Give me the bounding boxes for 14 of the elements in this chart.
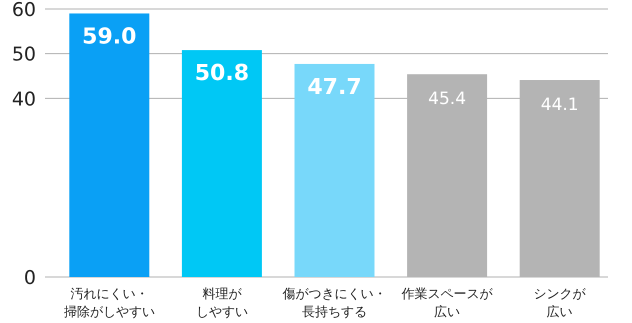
x-tick-label: シンクが広い (534, 287, 587, 320)
y-tick-label: 0 (24, 267, 36, 289)
y-tick-label: 50 (12, 44, 36, 66)
data-label: 47.7 (307, 74, 362, 100)
data-label: 50.8 (194, 61, 250, 86)
x-tick-label: 作業スペースが広い (400, 287, 494, 320)
data-label: 59.0 (82, 24, 136, 50)
data-label: 44.1 (540, 95, 579, 116)
y-tick-label: 60 (12, 0, 36, 21)
data-label: 45.4 (428, 89, 466, 110)
x-tick-label: 汚れにくい・掃除がしやすい (64, 287, 155, 320)
x-tick-label: 傷がつきにくい・長持ちする (282, 287, 386, 320)
x-tick-label: 料理がしやすい (196, 287, 248, 320)
y-tick-label: 40 (12, 88, 36, 110)
